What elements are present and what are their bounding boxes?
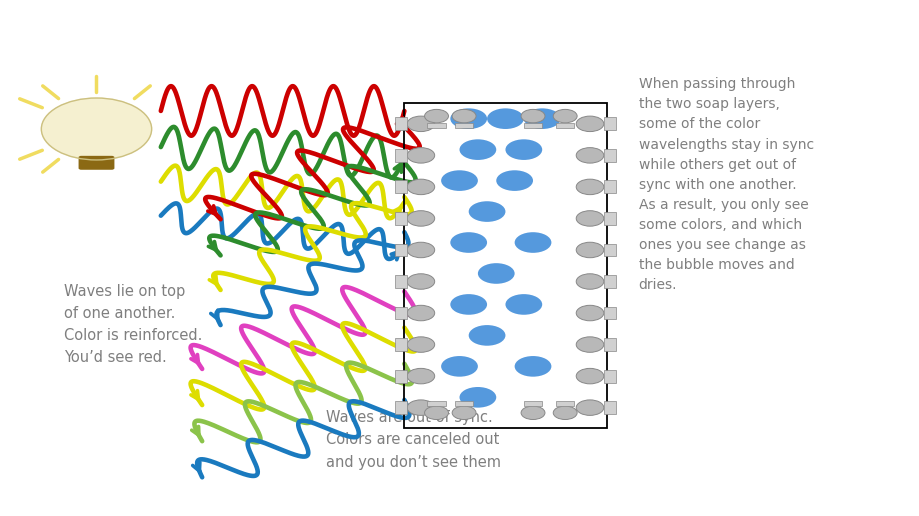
Bar (604, 149, 616, 162)
Circle shape (407, 242, 435, 257)
FancyBboxPatch shape (78, 156, 114, 170)
Circle shape (553, 406, 577, 420)
Bar (395, 401, 407, 414)
Circle shape (576, 274, 604, 289)
Circle shape (407, 274, 435, 289)
Circle shape (469, 325, 505, 346)
Circle shape (515, 232, 551, 253)
Bar (556, 123, 574, 128)
Text: Waves lie on top
of one another.
Color is reinforced.
You’d see red.: Waves lie on top of one another. Color i… (64, 284, 203, 365)
Bar (524, 401, 542, 406)
Circle shape (441, 170, 478, 191)
Bar (604, 338, 616, 351)
Circle shape (576, 116, 604, 132)
Bar (604, 275, 616, 288)
Text: Waves are out of sync.
Colors are canceled out
and you don’t see them: Waves are out of sync. Colors are cancel… (326, 410, 501, 470)
Circle shape (505, 294, 542, 315)
Circle shape (505, 139, 542, 160)
Circle shape (496, 170, 533, 191)
Circle shape (452, 109, 476, 123)
Circle shape (407, 305, 435, 321)
Circle shape (576, 337, 604, 352)
Circle shape (425, 406, 448, 420)
Circle shape (478, 263, 515, 284)
Circle shape (425, 109, 448, 123)
Bar (604, 212, 616, 225)
Circle shape (576, 211, 604, 226)
Bar (395, 338, 407, 351)
Circle shape (407, 400, 435, 415)
Circle shape (407, 337, 435, 352)
Bar (455, 401, 473, 406)
Bar (604, 369, 616, 382)
Circle shape (576, 242, 604, 257)
Bar (404, 103, 607, 428)
Circle shape (407, 148, 435, 163)
Bar (604, 401, 616, 414)
Bar (524, 123, 542, 128)
Circle shape (41, 98, 152, 160)
Circle shape (441, 356, 478, 377)
Circle shape (524, 108, 561, 129)
Bar (395, 181, 407, 194)
Bar (556, 401, 574, 406)
Bar (604, 117, 616, 130)
Circle shape (576, 400, 604, 415)
Circle shape (553, 109, 577, 123)
Bar (427, 123, 446, 128)
Bar (427, 401, 446, 406)
Circle shape (515, 356, 551, 377)
Circle shape (469, 201, 505, 222)
Bar (455, 123, 473, 128)
Bar (395, 369, 407, 382)
Bar (604, 181, 616, 194)
Circle shape (576, 305, 604, 321)
Bar (604, 244, 616, 256)
Circle shape (521, 109, 545, 123)
Circle shape (450, 294, 487, 315)
Text: When passing through
the two soap layers,
some of the color
wavelengths stay in : When passing through the two soap layers… (639, 77, 814, 292)
Bar (395, 275, 407, 288)
Bar (395, 149, 407, 162)
Circle shape (576, 368, 604, 384)
Circle shape (407, 116, 435, 132)
Circle shape (407, 368, 435, 384)
Bar (395, 307, 407, 319)
Circle shape (452, 406, 476, 420)
Circle shape (487, 108, 524, 129)
Circle shape (576, 148, 604, 163)
Bar (395, 244, 407, 256)
Circle shape (460, 139, 496, 160)
Circle shape (576, 179, 604, 195)
Circle shape (460, 387, 496, 408)
Circle shape (450, 232, 487, 253)
Circle shape (450, 108, 487, 129)
Bar (395, 212, 407, 225)
Circle shape (521, 406, 545, 420)
Circle shape (407, 211, 435, 226)
Bar (604, 307, 616, 319)
Bar (395, 117, 407, 130)
Circle shape (407, 179, 435, 195)
